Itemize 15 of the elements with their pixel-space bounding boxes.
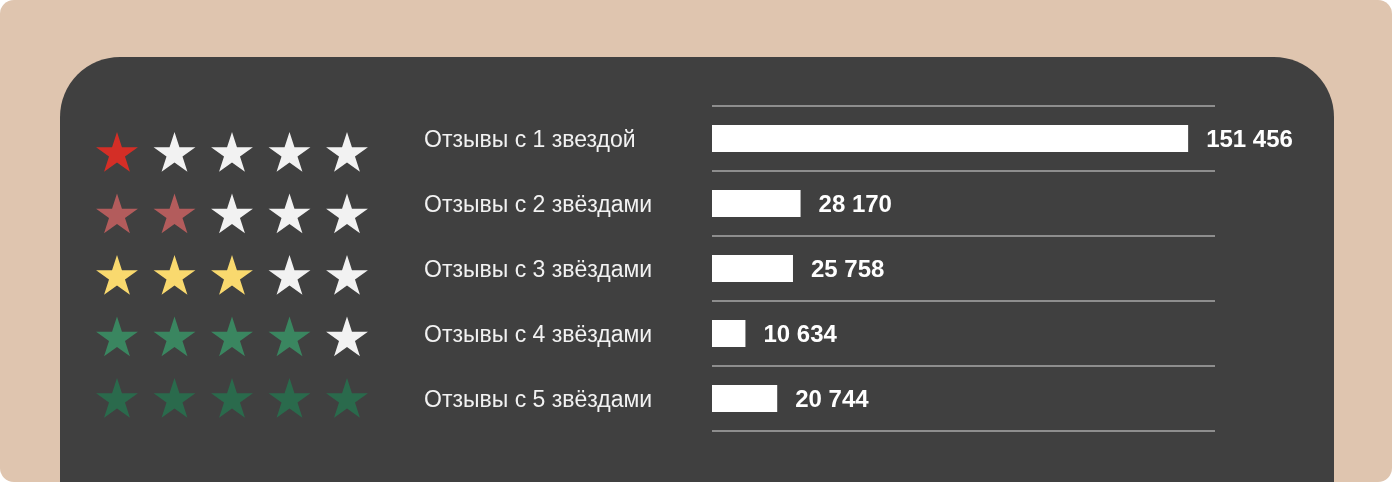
- bar: [712, 255, 793, 282]
- y-tick-label: Отзывы с 1 звездой: [424, 125, 636, 152]
- data-label: 20 744: [795, 384, 870, 412]
- bar: [712, 125, 1189, 152]
- y-tick-label: Отзывы с 4 звёздами: [424, 320, 653, 347]
- data-label: 25 758: [810, 254, 885, 282]
- bar: [712, 385, 778, 412]
- y-tick-label: Отзывы с 3 звёздами: [424, 255, 653, 282]
- data-label: 28 170: [818, 189, 892, 217]
- bar: [712, 190, 801, 217]
- bar: [712, 320, 746, 347]
- data-label: 10 634: [763, 319, 838, 347]
- y-tick-label: Отзывы с 5 звёздами: [424, 385, 653, 412]
- data-label: 151 456: [1206, 124, 1293, 152]
- y-tick-label: Отзывы с 2 звёздами: [424, 190, 653, 217]
